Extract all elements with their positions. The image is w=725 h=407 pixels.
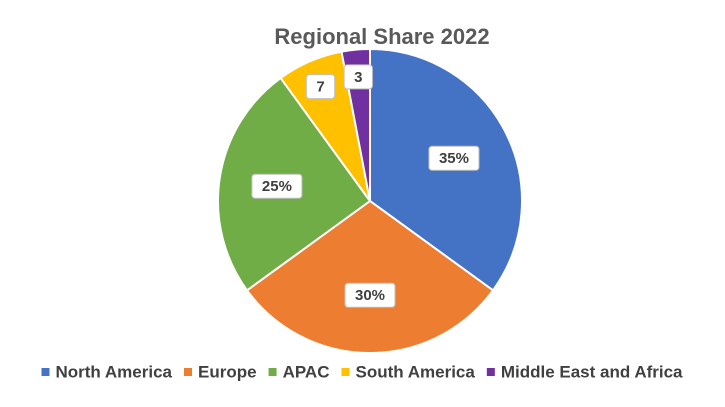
- legend-marker: [41, 368, 50, 376]
- data-label: 35%: [439, 150, 469, 167]
- pie-slice: [245, 199, 495, 354]
- legend-marker: [268, 368, 277, 376]
- data-label-box: [343, 64, 373, 90]
- legend-marker: [184, 368, 192, 376]
- data-label: 30%: [355, 287, 385, 304]
- data-label-box: [428, 145, 480, 171]
- data-label: 25%: [262, 178, 292, 195]
- legend-marker: [486, 368, 495, 376]
- data-label: 7: [316, 79, 324, 96]
- legend-label: South America: [355, 362, 475, 381]
- legend-label: North America: [55, 362, 172, 381]
- chart-title: Regional Share 2022: [274, 24, 489, 49]
- data-label-box: [344, 282, 396, 308]
- legend-marker: [341, 368, 350, 376]
- data-label: 3: [354, 69, 362, 86]
- data-label-box: [251, 173, 303, 199]
- legend-label: Middle East and Africa: [501, 362, 683, 381]
- data-label-box: [305, 74, 336, 100]
- legend-label: APAC: [283, 362, 330, 381]
- legend-label: Europe: [198, 362, 257, 381]
